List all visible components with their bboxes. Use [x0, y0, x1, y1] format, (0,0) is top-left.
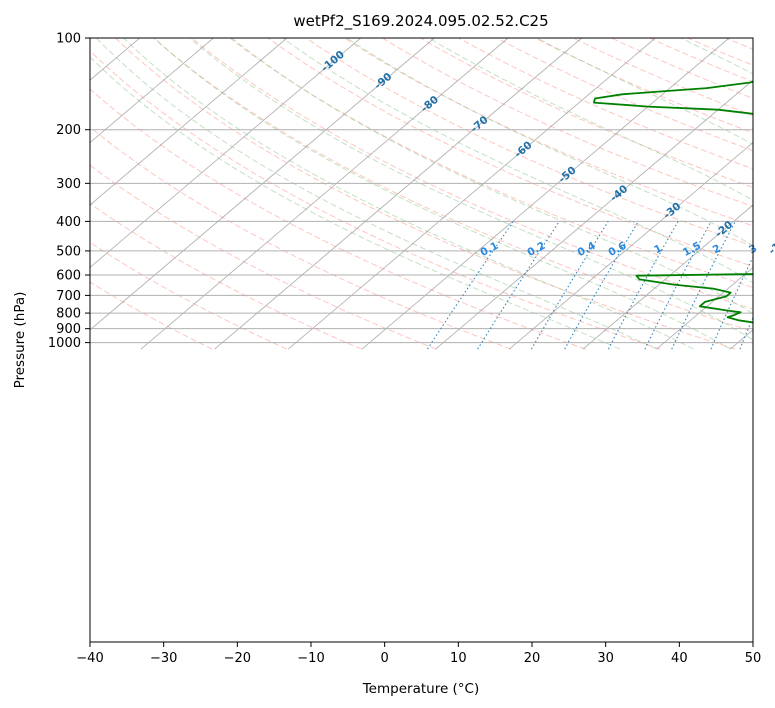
- dewpoint-profile: [593, 80, 753, 324]
- y-tick-label: 200: [56, 123, 81, 138]
- dry-adiabat: [458, 38, 753, 170]
- dry-adiabat: [611, 38, 753, 99]
- isotherm-line: [435, 79, 753, 350]
- x-tick-label: −30: [150, 651, 177, 666]
- dry-adiabat: [305, 38, 753, 247]
- x-tick-label: −40: [76, 651, 103, 666]
- mixing-ratio-line: [564, 221, 639, 350]
- y-tick-label: 300: [56, 177, 81, 192]
- mixing-ratio-label: 0.2: [525, 240, 547, 259]
- isotherm-line: [656, 266, 753, 350]
- dry-adiabat: [534, 38, 753, 134]
- dry-adiabat: [344, 38, 753, 227]
- dry-adiabat: [90, 126, 512, 350]
- isotherm-label: -60: [512, 139, 534, 160]
- y-tick-label: 700: [56, 289, 81, 304]
- x-tick-label: −20: [224, 651, 251, 666]
- mixing-ratio-line: [530, 221, 609, 350]
- dry-adiabat: [153, 38, 753, 333]
- profiles: [593, 80, 753, 324]
- moist-adiabat: [90, 56, 621, 350]
- mixing-ratio-line: [427, 221, 514, 350]
- dry-adiabat: [90, 281, 213, 350]
- dry-adiabat: [90, 50, 661, 350]
- dry-adiabat: [420, 38, 753, 188]
- background-lines: [90, 38, 775, 350]
- chart-title: wetPf2_S169.2024.095.02.52.C25: [293, 12, 548, 31]
- dry-adiabat: [115, 38, 736, 350]
- x-tick-label: 50: [745, 651, 762, 666]
- y-tick-label: 900: [56, 322, 81, 337]
- moist-adiabat: [282, 38, 753, 284]
- isotherm-label: -70: [468, 114, 490, 135]
- dry-adiabat: [229, 38, 753, 289]
- isotherm-label: -10: [766, 236, 775, 257]
- isotherm-label: -40: [608, 183, 630, 204]
- dry-adiabat: [90, 241, 288, 350]
- axes: −40 −30 −20 −10 0 10 20 30 40 50 100 200 300 400 500 60…: [48, 32, 761, 667]
- moist-adiabat: [96, 38, 657, 350]
- dry-adiabat: [90, 202, 362, 350]
- x-tick-label: −10: [297, 651, 324, 666]
- y-tick-label: 500: [56, 244, 81, 259]
- x-axis-title: Temperature (°C): [362, 681, 480, 697]
- isotherm-line: [90, 38, 288, 206]
- moist-adiabat: [428, 38, 753, 201]
- x-tick-label: 40: [671, 651, 688, 666]
- dry-adiabat: [191, 38, 753, 310]
- isotherm-label: -90: [372, 71, 394, 92]
- y-tick-label: 600: [56, 269, 81, 284]
- x-tick-label: 20: [524, 651, 541, 666]
- dry-adiabat: [267, 38, 753, 267]
- mixing-ratio-label: 0.1: [478, 240, 500, 259]
- x-tick-label: 10: [450, 651, 467, 666]
- dry-adiabat: [90, 164, 437, 350]
- isotherm-label: -80: [419, 94, 441, 115]
- mixing-ratio-label: 0.4: [576, 240, 598, 259]
- isotherm-label: -20: [713, 219, 735, 240]
- isotherm-line: [288, 38, 656, 350]
- mixing-ratio-line: [608, 221, 679, 350]
- dry-adiabat: [496, 38, 753, 152]
- isotherm-line: [140, 38, 509, 350]
- y-tick-label: 100: [56, 32, 81, 47]
- dry-adiabat: [382, 38, 753, 207]
- moist-adiabat: [189, 38, 753, 341]
- moist-adiabat: [123, 38, 694, 350]
- dry-adiabat: [764, 38, 775, 349]
- mixing-ratio-line: [477, 221, 560, 350]
- isotherm-line: [214, 38, 583, 350]
- isotherm-line: [361, 38, 730, 350]
- x-tick-label: 30: [597, 651, 614, 666]
- y-tick-label: 1000: [48, 336, 81, 351]
- isotherm-label: -50: [556, 164, 578, 185]
- y-tick-label: 400: [56, 215, 81, 230]
- plot-frame: [89, 37, 754, 643]
- isotherm-line: [509, 141, 753, 350]
- line-labels: 0.10.20.40.611.52346810131620253036-100-…: [319, 49, 775, 260]
- isotherm-line: [90, 38, 435, 331]
- isotherm-line: [582, 204, 753, 350]
- moist-adiabat: [231, 38, 753, 315]
- x-tick-label: 0: [381, 651, 389, 666]
- isotherm-line: [90, 38, 362, 269]
- dry-adiabat: [90, 88, 586, 350]
- moist-adiabat: [153, 38, 731, 350]
- y-tick-label: 800: [56, 307, 81, 322]
- isotherm-line: [90, 38, 214, 144]
- y-axis-title: Pressure (hPa): [12, 292, 28, 389]
- moist-adiabat: [346, 38, 753, 247]
- mixing-ratio-label: 2: [711, 242, 723, 256]
- mixing-ratio-label: 0.6: [606, 240, 628, 259]
- isotherm-label: -30: [661, 200, 683, 221]
